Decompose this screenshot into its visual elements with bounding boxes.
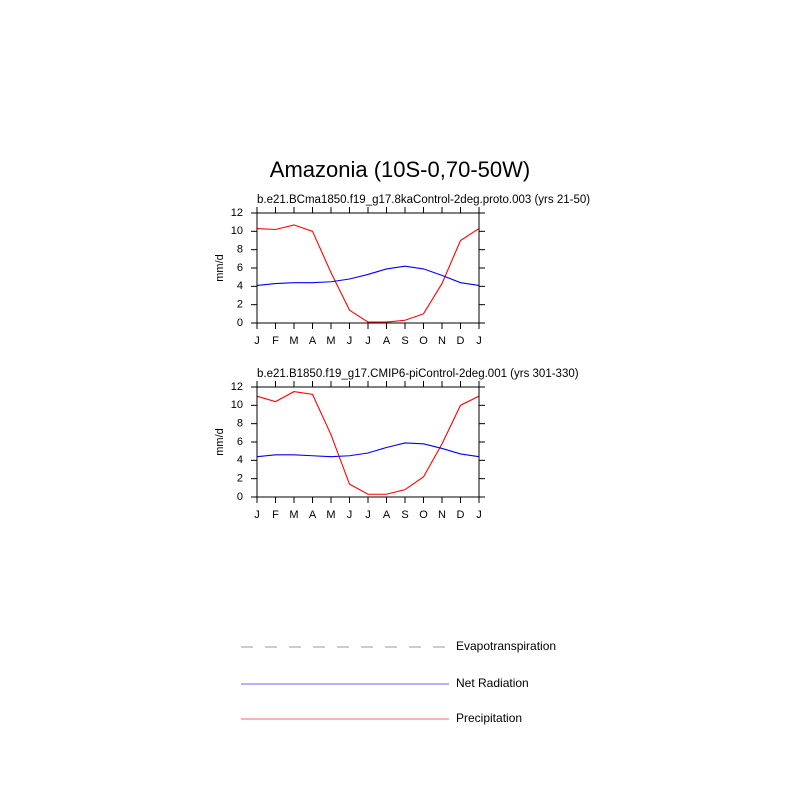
y-tick-label: 4 bbox=[237, 280, 243, 292]
legend-label: Evapotranspiration bbox=[456, 639, 556, 653]
x-tick-label: J bbox=[365, 509, 371, 521]
chart-subtitle: b.e21.B1850.f19_g17.CMIP6-piControl-2deg… bbox=[257, 368, 579, 380]
x-tick-label: M bbox=[326, 335, 335, 347]
x-tick-label: N bbox=[438, 509, 446, 521]
y-tick-label: 6 bbox=[237, 262, 243, 274]
y-tick-label: 10 bbox=[231, 399, 243, 411]
y-tick-label: 0 bbox=[237, 491, 243, 503]
y-tick-label: 8 bbox=[237, 244, 243, 256]
x-tick-label: J bbox=[347, 509, 353, 521]
x-tick-label: A bbox=[309, 509, 317, 521]
x-tick-label: A bbox=[383, 335, 391, 347]
y-tick-label: 2 bbox=[237, 473, 243, 485]
x-tick-label: S bbox=[401, 335, 408, 347]
y-tick-label: 12 bbox=[231, 381, 243, 393]
x-tick-label: O bbox=[419, 509, 428, 521]
y-tick-label: 0 bbox=[237, 317, 243, 329]
y-tick-label: 8 bbox=[237, 418, 243, 430]
plot-frame bbox=[256, 386, 480, 498]
chart-subtitle: b.e21.BCma1850.f19_g17.8kaControl-2deg.p… bbox=[257, 194, 590, 206]
x-tick-label: A bbox=[309, 335, 317, 347]
x-tick-label: J bbox=[365, 335, 371, 347]
x-tick-label: J bbox=[254, 509, 260, 521]
y-axis-label: mm/d bbox=[214, 254, 226, 282]
x-tick-label: J bbox=[476, 509, 482, 521]
y-tick-label: 4 bbox=[237, 454, 243, 466]
figure-title: Amazonia (10S-0,70-50W) bbox=[270, 157, 530, 182]
x-tick-label: D bbox=[457, 335, 465, 347]
x-tick-label: M bbox=[326, 509, 335, 521]
legend-label: Net Radiation bbox=[456, 676, 529, 690]
plot-frame bbox=[256, 212, 480, 324]
data-line bbox=[256, 224, 480, 323]
data-line bbox=[256, 391, 480, 495]
y-tick-label: 2 bbox=[237, 299, 243, 311]
x-tick-label: O bbox=[419, 335, 428, 347]
x-tick-label: J bbox=[476, 335, 482, 347]
y-tick-label: 10 bbox=[231, 225, 243, 237]
x-tick-label: M bbox=[289, 335, 298, 347]
x-tick-label: A bbox=[383, 509, 391, 521]
x-tick-label: D bbox=[457, 509, 465, 521]
x-tick-label: J bbox=[347, 335, 353, 347]
data-line bbox=[256, 442, 480, 458]
x-tick-label: M bbox=[289, 509, 298, 521]
y-axis-label: mm/d bbox=[214, 428, 226, 456]
x-tick-label: F bbox=[272, 509, 279, 521]
x-tick-label: N bbox=[438, 335, 446, 347]
x-tick-label: S bbox=[401, 509, 408, 521]
x-tick-label: J bbox=[254, 335, 260, 347]
y-tick-label: 12 bbox=[231, 207, 243, 219]
legend-label: Precipitation bbox=[456, 711, 522, 725]
y-tick-label: 6 bbox=[237, 436, 243, 448]
data-line bbox=[256, 265, 480, 286]
x-tick-label: F bbox=[272, 335, 279, 347]
